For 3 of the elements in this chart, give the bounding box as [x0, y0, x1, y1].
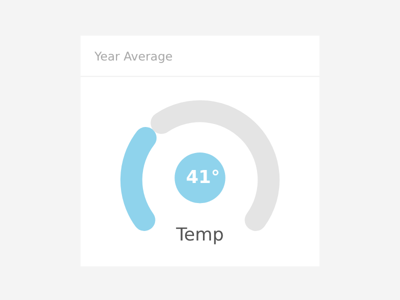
text: 41° — [186, 166, 220, 188]
chart-title: Year Average — [94, 49, 173, 64]
text: Temp — [175, 224, 224, 246]
